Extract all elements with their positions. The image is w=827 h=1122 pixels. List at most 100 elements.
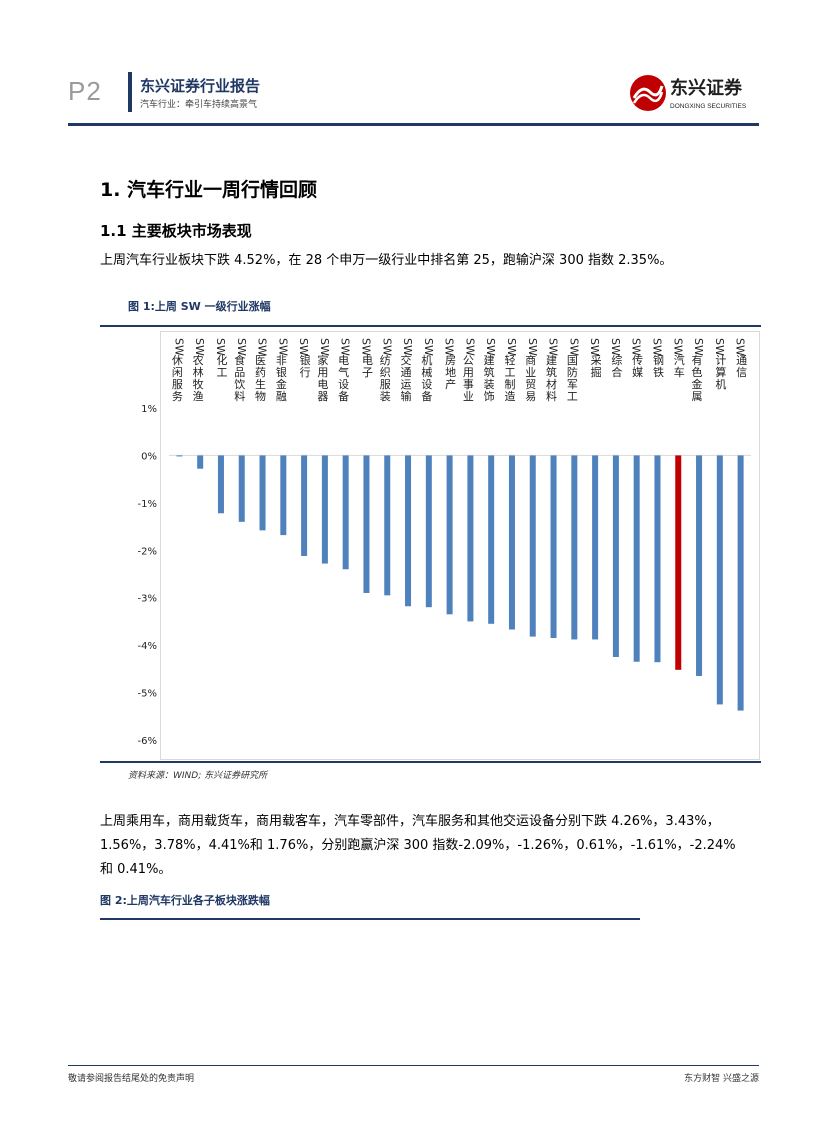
chart-container: 1% 0% -1% -2% -3% -4% -5% -6% SW 休闲服务 SW 农林牧渔 SW 化工 SW… — [138, 331, 760, 760]
svg-text:造: 造 — [504, 389, 515, 403]
svg-text:工: 工 — [216, 366, 227, 379]
svg-text:银: 银 — [300, 353, 311, 367]
svg-text:SW: SW — [505, 338, 518, 356]
header-rule — [68, 123, 759, 126]
bar-0 — [176, 455, 183, 457]
svg-text:SW: SW — [297, 338, 310, 356]
bar-27 — [737, 455, 744, 711]
svg-text:料: 料 — [234, 389, 245, 403]
svg-text:SW: SW — [650, 338, 663, 356]
bar-chart: 1%0%-1%-2%-3%-4%-5%-6%SW休闲服务SW农林牧渔SW化工SW… — [138, 338, 751, 747]
logo-emblem-icon — [630, 75, 666, 111]
y-tick-label: -4% — [138, 641, 157, 652]
header-divider — [128, 72, 132, 112]
svg-text:SW: SW — [422, 338, 435, 356]
svg-text:地: 地 — [445, 366, 456, 379]
svg-text:饰: 饰 — [484, 389, 495, 403]
svg-text:电: 电 — [362, 354, 373, 367]
bar-22 — [633, 455, 640, 662]
svg-text:SW: SW — [547, 338, 560, 356]
paragraph-line: 和 0.41%。 — [100, 862, 172, 877]
bar-6 — [301, 455, 308, 556]
company-logo: 东兴证券 DONGXING SECURITIES — [628, 70, 758, 116]
svg-text:材: 材 — [546, 377, 557, 391]
figure1-bottom-rule — [100, 761, 761, 763]
svg-text:SW: SW — [609, 338, 622, 356]
svg-text:事: 事 — [463, 378, 474, 391]
svg-text:有: 有 — [692, 353, 703, 367]
paragraph-subsector-summary: 上周乘用车，商用载货车，商用载客车，汽车零部件，汽车服务和其他交运设备分别下跌 … — [100, 810, 765, 882]
svg-text:融: 融 — [276, 390, 287, 403]
svg-text:非: 非 — [276, 354, 287, 367]
svg-text:SW: SW — [256, 338, 269, 356]
svg-text:务: 务 — [172, 390, 183, 403]
y-tick-label: -3% — [138, 594, 157, 605]
svg-text:综: 综 — [611, 353, 622, 367]
svg-text:贸: 贸 — [525, 378, 536, 391]
svg-text:器: 器 — [317, 390, 328, 403]
svg-text:钢: 钢 — [653, 354, 664, 367]
svg-text:SW: SW — [172, 338, 185, 356]
bar-16 — [508, 455, 515, 630]
svg-text:SW: SW — [588, 338, 601, 356]
svg-text:防: 防 — [567, 365, 578, 379]
figure2-rule — [100, 918, 640, 920]
svg-text:服: 服 — [172, 378, 183, 391]
logo-subtext: DONGXING SECURITIES — [670, 103, 747, 110]
bar-8 — [342, 455, 349, 570]
footer-slogan: 东方财智 兴盛之源 — [684, 1074, 759, 1084]
svg-text:SW: SW — [359, 338, 372, 356]
svg-text:军: 军 — [567, 378, 578, 391]
svg-text:商: 商 — [525, 353, 536, 367]
svg-text:气: 气 — [338, 365, 349, 379]
svg-text:轻: 轻 — [504, 353, 515, 367]
svg-text:产: 产 — [445, 377, 456, 391]
y-tick-label: -2% — [138, 546, 157, 557]
svg-text:SW: SW — [193, 338, 206, 356]
svg-text:信: 信 — [736, 366, 747, 379]
footer-rule — [68, 1065, 759, 1066]
svg-text:SW: SW — [214, 338, 227, 356]
svg-text:备: 备 — [421, 389, 432, 403]
svg-text:业: 业 — [525, 366, 536, 379]
svg-text:公: 公 — [463, 354, 474, 367]
svg-text:械: 械 — [421, 365, 432, 379]
bar-17 — [529, 455, 536, 637]
report-title: 东兴证券行业报告 — [140, 77, 261, 95]
paragraph-market-summary: 上周汽车行业板块下跌 4.52%，在 28 个申万一级行业中排名第 25，跑输沪… — [100, 253, 673, 268]
svg-text:药: 药 — [255, 366, 266, 379]
svg-text:建: 建 — [484, 353, 495, 367]
bar-12 — [425, 455, 432, 608]
bar-4 — [259, 455, 266, 531]
svg-text:电: 电 — [338, 354, 349, 367]
svg-text:银: 银 — [276, 365, 287, 379]
svg-text:输: 输 — [401, 389, 412, 403]
bar-18 — [550, 455, 557, 639]
svg-text:国: 国 — [567, 354, 578, 367]
svg-text:工: 工 — [504, 366, 515, 379]
svg-text:铁: 铁 — [653, 366, 664, 379]
svg-text:机: 机 — [715, 377, 726, 391]
svg-text:易: 易 — [525, 390, 536, 403]
svg-text:装: 装 — [484, 378, 495, 391]
y-tick-label: -6% — [138, 736, 157, 747]
paragraph-line: 1.56%，3.78%，4.41%和 1.76%，分别跑赢沪深 300 指数-2… — [100, 838, 736, 853]
svg-text:合: 合 — [611, 365, 622, 379]
svg-text:SW: SW — [276, 338, 289, 356]
svg-text:食: 食 — [234, 353, 245, 367]
